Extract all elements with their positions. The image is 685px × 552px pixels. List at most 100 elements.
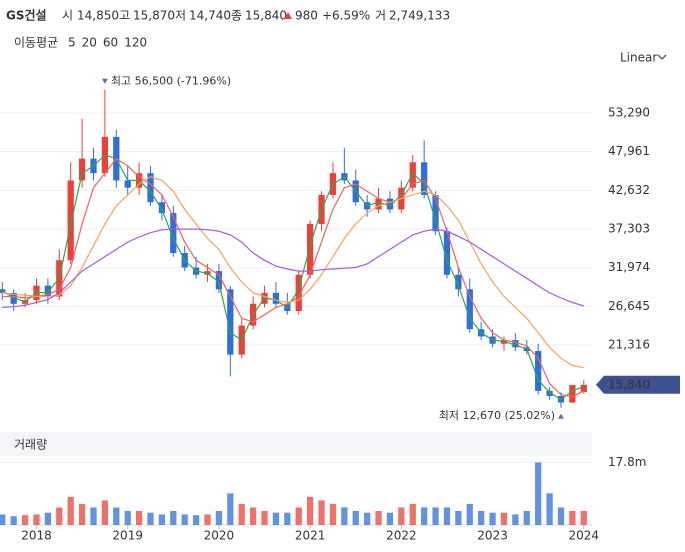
marker (557, 413, 564, 419)
label: 거 (375, 9, 386, 23)
volume-bar (238, 503, 245, 525)
y-tick-label: 26,645 (608, 299, 650, 313)
candle-body (432, 194, 439, 232)
candle-body (295, 274, 302, 312)
value: 15,870 (133, 9, 175, 23)
x-tick-label: 2019 (112, 529, 143, 543)
volume-bar (284, 512, 291, 525)
volume-bar (375, 510, 382, 525)
volume-bar (535, 462, 542, 525)
volume-bar (364, 512, 371, 525)
volume-bar (227, 493, 234, 525)
ma-line (1, 154, 585, 401)
ma-label: 이동평균 (14, 36, 58, 50)
legend-entry: 60 (103, 36, 118, 50)
volume-bar (466, 503, 473, 525)
volume-bar (101, 500, 109, 525)
label: 저 (175, 9, 186, 23)
volume-bar (147, 512, 154, 525)
volume-header-bg (0, 432, 592, 456)
x-tick-label: 2023 (477, 529, 508, 543)
volume-bar (523, 510, 530, 525)
volume-bar (341, 507, 348, 525)
volume-bar (135, 510, 143, 525)
volume-bar (170, 510, 177, 525)
value: 2,749,133 (389, 9, 450, 23)
change-pct: +6.59% (322, 9, 370, 23)
volume-bar (307, 496, 314, 525)
volume-bar (272, 512, 280, 525)
volume-bar (124, 510, 131, 525)
y-tick-label: 53,290 (608, 106, 650, 120)
volume-bar (512, 514, 519, 525)
candle-body (443, 231, 451, 275)
volume-bar (421, 507, 428, 525)
stock-name: GS건설 (6, 8, 47, 23)
volume-bar (10, 516, 17, 525)
volume-bar (398, 507, 405, 525)
volume-bar (0, 514, 6, 525)
volume-bar (44, 512, 52, 525)
volume-bar (569, 510, 576, 525)
header: GS건설 시 14,850 고 15,870 저 14,740 종 15,840… (6, 8, 450, 23)
volume-bar (489, 512, 496, 525)
volume-bar (455, 510, 462, 525)
candle-body (227, 289, 234, 355)
candle-body (466, 289, 473, 330)
volume-bar (192, 515, 200, 525)
candle-body (569, 385, 576, 403)
candle-body (307, 223, 314, 275)
volume-bar (261, 510, 268, 525)
x-tick-label: 2020 (204, 529, 235, 543)
candle-body (546, 390, 553, 396)
volume-bar (90, 507, 97, 525)
volume-bar (204, 514, 211, 525)
candle-body (375, 198, 382, 210)
ma-line (2, 157, 585, 398)
price-tag-label: 15,840 (608, 377, 650, 391)
volume-bar (249, 507, 257, 525)
label: 종 (231, 9, 242, 23)
dropdown-icon[interactable] (657, 54, 667, 60)
volume-bar (318, 500, 325, 525)
value: 15,840 (245, 9, 287, 23)
y-tick-label: 42,632 (608, 183, 650, 197)
volume-bar (56, 507, 63, 525)
y-tick-label: 31,974 (608, 260, 650, 274)
ma-line (2, 228, 584, 308)
candle-body (124, 180, 131, 188)
value: 14,850 (77, 9, 119, 23)
candle-body (158, 202, 166, 214)
candle-body (170, 213, 177, 254)
volume-bar (158, 514, 166, 525)
candle-body (455, 274, 462, 290)
up-arrow (284, 12, 292, 19)
candle-body (535, 350, 542, 391)
x-tick-label: 2022 (386, 529, 417, 543)
scale-label[interactable]: Linear (620, 51, 657, 65)
ma-line (2, 176, 584, 369)
volume-bar (546, 493, 553, 525)
volume-bar (21, 515, 29, 525)
x-tick-label: 2024 (569, 529, 600, 543)
volume-bar (78, 503, 86, 525)
scale-select[interactable]: Linear (620, 51, 667, 65)
label: 시 (62, 9, 73, 23)
candle-body (580, 384, 587, 392)
candle-body (215, 271, 223, 290)
label: 고 (119, 9, 130, 23)
marker (101, 78, 108, 84)
candle-body (409, 162, 416, 188)
volume-bar (432, 507, 439, 525)
volume-bar (352, 510, 359, 525)
volume-bar (409, 503, 416, 525)
x-tick-label: 2018 (21, 529, 52, 543)
volume-bar (478, 510, 485, 525)
volume-bar (67, 496, 74, 525)
y-tick-label: 37,303 (608, 222, 650, 236)
volume-bar (580, 510, 587, 525)
y-tick-label: 21,316 (608, 338, 650, 352)
y-tick-label: 47,961 (608, 144, 650, 158)
